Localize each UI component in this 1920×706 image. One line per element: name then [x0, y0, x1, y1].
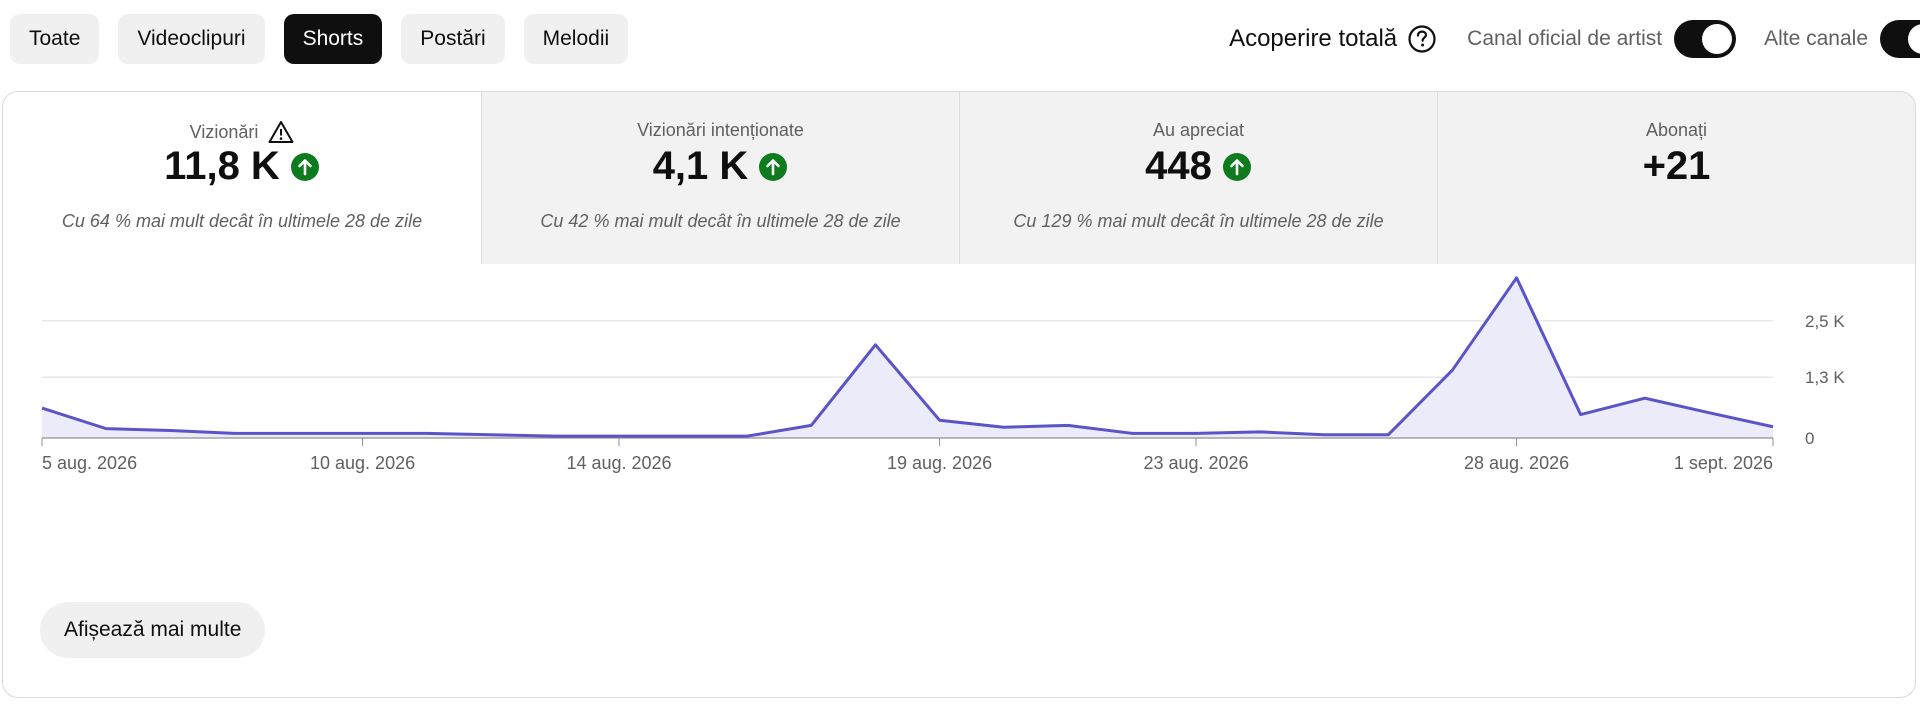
official-artist-channel-label: Canal oficial de artist: [1467, 27, 1663, 50]
metric-comparison-note: Cu 64 % mai mult decât în ultimele 28 de…: [61, 211, 423, 231]
x-tick-label: 10 aug. 2026: [310, 453, 415, 473]
metric-tab-likes[interactable]: Au apreciat 448 Cu 129 % mai mult decât …: [959, 92, 1437, 264]
total-reach-label: Acoperire totală: [1229, 25, 1398, 52]
metric-value: 4,1 K: [652, 144, 749, 188]
metric-title-row: Abonați: [1438, 120, 1915, 141]
metric-value-row: 448: [960, 144, 1437, 189]
metric-title: Vizionări: [189, 121, 259, 142]
arrow-up-icon: [290, 152, 320, 182]
metric-title-row: Vizionări intenționate: [482, 120, 959, 141]
filter-chip-shorts[interactable]: Shorts: [283, 14, 383, 64]
metric-value-row: 11,8 K: [3, 144, 481, 189]
y-tick-label: 2,5 K: [1805, 312, 1845, 331]
official-artist-channel-toggle[interactable]: [1674, 20, 1737, 58]
metric-comparison-note: Cu 129 % mai mult decât în ultimele 28 d…: [1013, 211, 1384, 231]
metric-tab-views[interactable]: Vizionări 11,8 K Cu 64 % mai mult decât …: [3, 92, 481, 264]
series-line: [41, 276, 1774, 438]
metric-title: Vizionări intenționate: [637, 120, 804, 140]
series-area: [42, 277, 1773, 438]
x-tick-label: 5 aug. 2026: [42, 453, 137, 473]
arrow-up-icon: [758, 152, 788, 182]
x-tick-label: 28 aug. 2026: [1464, 453, 1569, 473]
metric-value-row: 4,1 K: [482, 144, 959, 189]
metric-value-row: +21: [1438, 144, 1915, 189]
metric-title: Abonați: [1645, 120, 1708, 140]
content-type-filters: Toate Videoclipuri Shorts Postări Melodi…: [10, 14, 629, 64]
help-icon[interactable]: [1407, 24, 1437, 54]
warning-icon: [268, 120, 294, 144]
metric-comparison-note: Cu 42 % mai mult decât în ultimele 28 de…: [540, 211, 901, 231]
x-tick-label: 23 aug. 2026: [1143, 453, 1248, 473]
metric-tabs: Vizionări 11,8 K Cu 64 % mai mult decât …: [3, 92, 1915, 264]
metric-value: 448: [1145, 144, 1212, 188]
filter-chip-all[interactable]: Toate: [10, 14, 100, 64]
x-tick-label: 14 aug. 2026: [566, 453, 671, 473]
other-channels-toggle[interactable]: [1880, 20, 1920, 58]
metric-value: +21: [1642, 144, 1711, 188]
filter-chip-videos[interactable]: Videoclipuri: [118, 14, 265, 64]
other-channels-label: Alte canale: [1764, 27, 1868, 50]
filter-chip-posts[interactable]: Postări: [401, 14, 505, 64]
show-more-button[interactable]: Afișează mai multe: [40, 602, 266, 658]
x-tick-label: 19 aug. 2026: [887, 453, 992, 473]
filter-chip-songs[interactable]: Melodii: [523, 14, 629, 64]
metric-title-row: Au apreciat: [960, 120, 1437, 141]
metric-title-row: Vizionări: [3, 120, 481, 144]
x-tick-label: 1 sept. 2026: [1674, 453, 1773, 473]
metric-tab-subscribers[interactable]: Abonați +21: [1437, 92, 1915, 264]
y-tick-label: 1,3 K: [1805, 368, 1845, 387]
y-tick-label: 0: [1805, 429, 1814, 448]
metric-value: 11,8 K: [164, 144, 280, 188]
metric-tab-engaged-views[interactable]: Vizionări intenționate 4,1 K Cu 42 % mai…: [481, 92, 959, 264]
metric-title: Au apreciat: [1152, 120, 1245, 140]
analytics-card: Vizionări 11,8 K Cu 64 % mai mult decât …: [2, 91, 1916, 698]
reach-controls: Acoperire totală Canal oficial de artist…: [1229, 14, 1920, 64]
toggle-knob: [1908, 24, 1920, 54]
arrow-up-icon: [1222, 152, 1252, 182]
toggle-knob: [1702, 24, 1733, 54]
top-bar: Toate Videoclipuri Shorts Postări Melodi…: [0, 0, 1920, 80]
